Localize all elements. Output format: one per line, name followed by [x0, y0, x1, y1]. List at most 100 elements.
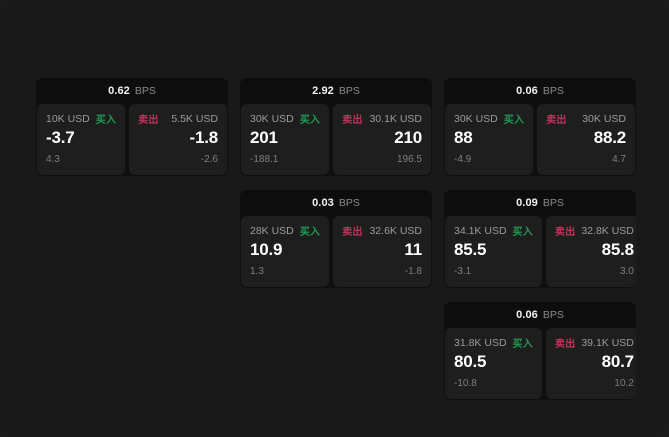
bid-delta: 4.3 [46, 154, 60, 165]
ask-panel[interactable]: 卖出 39.1K USD 80.7 10.2 [545, 328, 636, 399]
bid-size-label: 28K USD [250, 224, 294, 237]
buy-tag[interactable]: 买入 [299, 227, 321, 238]
ask-panel-top: 卖出 30.1K USD [342, 112, 422, 127]
column-1: 0.62 BPS 10K USD 买入 -3.7 4.3 卖出 5.5K USD -1.8 -2.… [36, 78, 228, 176]
ask-panel[interactable]: 卖出 32.8K USD 85.8 3.0 [545, 216, 636, 287]
bid-price: 85.5 [454, 240, 487, 259]
ask-delta: 196.5 [396, 154, 422, 165]
card-body: 31.8K USD 买入 80.5 -10.8 卖出 39.1K USD 80.7 10.2 [444, 328, 636, 400]
bid-panel[interactable]: 31.8K USD 买入 80.5 -10.8 [445, 328, 542, 399]
bid-panel-top: 31.8K USD 买入 [454, 336, 533, 351]
buy-tag[interactable]: 买入 [512, 227, 533, 238]
bid-price: -3.7 [46, 128, 75, 147]
spread-unit-label: BPS [338, 197, 360, 209]
card-body: 30K USD 买入 88 -4.9 卖出 30K USD 88.2 4.7 [444, 104, 636, 176]
bid-panel-top: 28K USD 买入 [250, 224, 321, 239]
ask-price: 80.7 [601, 352, 634, 371]
quote-card[interactable]: 0.09 BPS 34.1K USD 买入 85.5 -3.1 卖出 32.8K USD 85.… [444, 190, 636, 288]
bid-panel[interactable]: 28K USD 买入 10.9 1.3 [241, 216, 330, 287]
buy-tag[interactable]: 买入 [95, 115, 117, 126]
card-header: 0.03 BPS [240, 190, 432, 216]
card-header: 0.62 BPS [36, 78, 228, 104]
buy-tag[interactable]: 买入 [503, 115, 525, 126]
ask-delta: -1.8 [404, 266, 422, 277]
ask-panel-top: 卖出 39.1K USD [554, 336, 634, 351]
buy-tag[interactable]: 买入 [299, 115, 321, 126]
bid-delta: -10.8 [454, 378, 477, 389]
ask-size-label: 32.8K USD [581, 224, 634, 237]
bid-price: 80.5 [454, 352, 487, 371]
ask-price: 88.2 [593, 128, 626, 147]
quote-card[interactable]: 2.92 BPS 30K USD 买入 201 -188.1 卖出 30.1K USD 210 1… [240, 78, 432, 176]
ask-panel-top: 卖出 32.8K USD [554, 224, 634, 239]
ask-delta: -2.6 [200, 154, 218, 165]
quote-card[interactable]: 0.06 BPS 31.8K USD 买入 80.5 -10.8 卖出 39.1K USD 80… [444, 302, 636, 400]
ask-panel[interactable]: 卖出 30.1K USD 210 196.5 [333, 104, 431, 175]
sell-tag[interactable]: 卖出 [342, 227, 363, 238]
bid-size-label: 30K USD [454, 112, 498, 125]
quote-card[interactable]: 0.03 BPS 28K USD 买入 10.9 1.3 卖出 32.6K USD 11 -1.8 [240, 190, 432, 288]
bid-price: 10.9 [250, 240, 283, 259]
card-body: 30K USD 买入 201 -188.1 卖出 30.1K USD 210 196.5 [240, 104, 432, 176]
card-header: 0.06 BPS [444, 302, 636, 328]
sell-tag[interactable]: 卖出 [554, 227, 576, 238]
ask-price: 11 [404, 240, 422, 259]
ask-panel-top: 卖出 32.6K USD [342, 224, 422, 239]
ask-size-label: 39.1K USD [581, 336, 634, 349]
bid-panel-top: 34.1K USD 买入 [454, 224, 533, 239]
ask-panel[interactable]: 卖出 5.5K USD -1.8 -2.6 [129, 104, 227, 175]
column-2: 2.92 BPS 30K USD 买入 201 -188.1 卖出 30.1K USD 210 1… [240, 78, 432, 288]
bid-panel-top: 30K USD 买入 [250, 112, 321, 127]
bid-size-label: 10K USD [46, 112, 90, 125]
spread-unit-label: BPS [542, 197, 564, 209]
spread-value: 0.06 [516, 85, 538, 97]
bid-price: 88 [454, 128, 473, 147]
buy-tag[interactable]: 买入 [512, 339, 533, 350]
sell-tag[interactable]: 卖出 [554, 339, 576, 350]
quote-card[interactable]: 0.62 BPS 10K USD 买入 -3.7 4.3 卖出 5.5K USD -1.8 -2.… [36, 78, 228, 176]
ask-panel-top: 卖出 5.5K USD [138, 112, 218, 127]
bid-delta: 1.3 [250, 266, 264, 277]
bid-panel[interactable]: 30K USD 买入 201 -188.1 [241, 104, 330, 175]
card-header: 0.06 BPS [444, 78, 636, 104]
spread-value: 0.03 [312, 197, 334, 209]
bid-panel[interactable]: 30K USD 买入 88 -4.9 [445, 104, 534, 175]
ask-size-label: 30K USD [582, 112, 626, 125]
spread-value: 2.92 [312, 85, 334, 97]
bid-delta: -188.1 [250, 154, 279, 165]
card-body: 34.1K USD 买入 85.5 -3.1 卖出 32.8K USD 85.8 3.0 [444, 216, 636, 288]
spread-unit-label: BPS [134, 85, 156, 97]
sell-tag[interactable]: 卖出 [546, 115, 567, 126]
sell-tag[interactable]: 卖出 [342, 115, 363, 126]
card-body: 10K USD 买入 -3.7 4.3 卖出 5.5K USD -1.8 -2.6 [36, 104, 228, 176]
sell-tag[interactable]: 卖出 [138, 115, 159, 126]
card-header: 2.92 BPS [240, 78, 432, 104]
quote-card-grid: 0.62 BPS 10K USD 买入 -3.7 4.3 卖出 5.5K USD -1.8 -2.… [36, 78, 636, 400]
ask-price: 85.8 [601, 240, 634, 259]
ask-panel[interactable]: 卖出 32.6K USD 11 -1.8 [333, 216, 431, 287]
ask-panel[interactable]: 卖出 30K USD 88.2 4.7 [537, 104, 635, 175]
spread-value: 0.62 [108, 85, 130, 97]
quote-card[interactable]: 0.06 BPS 30K USD 买入 88 -4.9 卖出 30K USD 88.2 4.7 [444, 78, 636, 176]
ask-delta: 4.7 [612, 154, 626, 165]
bid-size-label: 30K USD [250, 112, 294, 125]
bid-price: 201 [250, 128, 278, 147]
spread-value: 0.06 [516, 309, 538, 321]
bid-panel-top: 10K USD 买入 [46, 112, 117, 127]
spread-unit-label: BPS [542, 85, 564, 97]
bid-panel[interactable]: 34.1K USD 买入 85.5 -3.1 [445, 216, 542, 287]
bid-panel[interactable]: 10K USD 买入 -3.7 4.3 [37, 104, 126, 175]
ask-panel-top: 卖出 30K USD [546, 112, 626, 127]
bid-delta: -4.9 [454, 154, 472, 165]
bid-size-label: 31.8K USD [454, 336, 507, 349]
spread-unit-label: BPS [338, 85, 360, 97]
bid-delta: -3.1 [454, 266, 472, 277]
ask-delta: 3.0 [619, 266, 634, 277]
spread-value: 0.09 [516, 197, 538, 209]
bid-panel-top: 30K USD 买入 [454, 112, 525, 127]
spread-unit-label: BPS [542, 309, 564, 321]
card-body: 28K USD 买入 10.9 1.3 卖出 32.6K USD 11 -1.8 [240, 216, 432, 288]
ask-size-label: 32.6K USD [369, 224, 422, 237]
ask-size-label: 30.1K USD [369, 112, 422, 125]
